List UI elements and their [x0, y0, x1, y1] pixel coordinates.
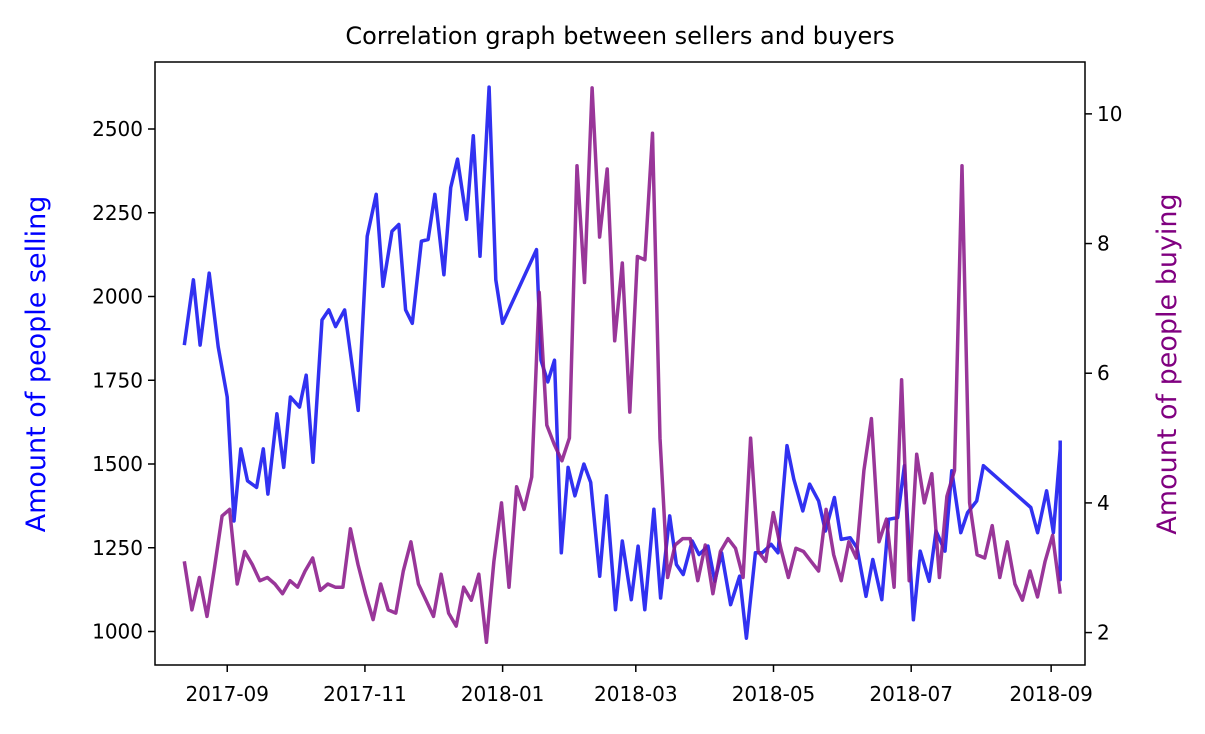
y-axis-right-label: Amount of people buying — [1152, 193, 1183, 534]
y-axis-right: 2 4 6 8 10 — [1085, 102, 1122, 645]
y-left-tick-label: 1000 — [92, 620, 143, 644]
y-right-tick-label: 10 — [1097, 102, 1122, 126]
x-axis: 2017-09 2017-11 2018-01 2018-03 2018-05 2018-… — [185, 665, 1093, 706]
x-tick-label: 2018-07 — [869, 682, 953, 706]
y-axis-left: 1000 1250 1500 1750 2000 2250 2500 — [92, 117, 155, 644]
series-line-buyers — [182, 86, 1062, 645]
y-left-tick-label: 1250 — [92, 536, 143, 560]
y-left-tick-label: 2000 — [92, 285, 143, 309]
y-left-tick-label: 2500 — [92, 117, 143, 141]
x-tick-label: 2018-09 — [1009, 682, 1093, 706]
series-layer — [182, 85, 1062, 645]
y-right-tick-label: 6 — [1097, 361, 1110, 385]
y-left-tick-label: 1750 — [92, 368, 143, 392]
series-line-sellers — [182, 85, 1062, 640]
x-tick-label: 2018-03 — [594, 682, 678, 706]
plot-frame — [154, 61, 1086, 666]
y-right-tick-label: 2 — [1097, 621, 1110, 645]
x-tick-label: 2017-11 — [323, 682, 407, 706]
x-tick-label: 2018-05 — [732, 682, 816, 706]
y-left-tick-label: 1500 — [92, 452, 143, 476]
y-axis-left-label: Amount of people selling — [21, 196, 52, 533]
x-tick-label: 2017-09 — [185, 682, 269, 706]
y-right-tick-label: 8 — [1097, 232, 1110, 256]
chart-title: Correlation graph between sellers and bu… — [345, 22, 894, 50]
y-right-tick-label: 4 — [1097, 491, 1110, 515]
y-left-tick-label: 2250 — [92, 201, 143, 225]
x-tick-label: 2018-01 — [461, 682, 545, 706]
plot-area — [154, 61, 1086, 666]
